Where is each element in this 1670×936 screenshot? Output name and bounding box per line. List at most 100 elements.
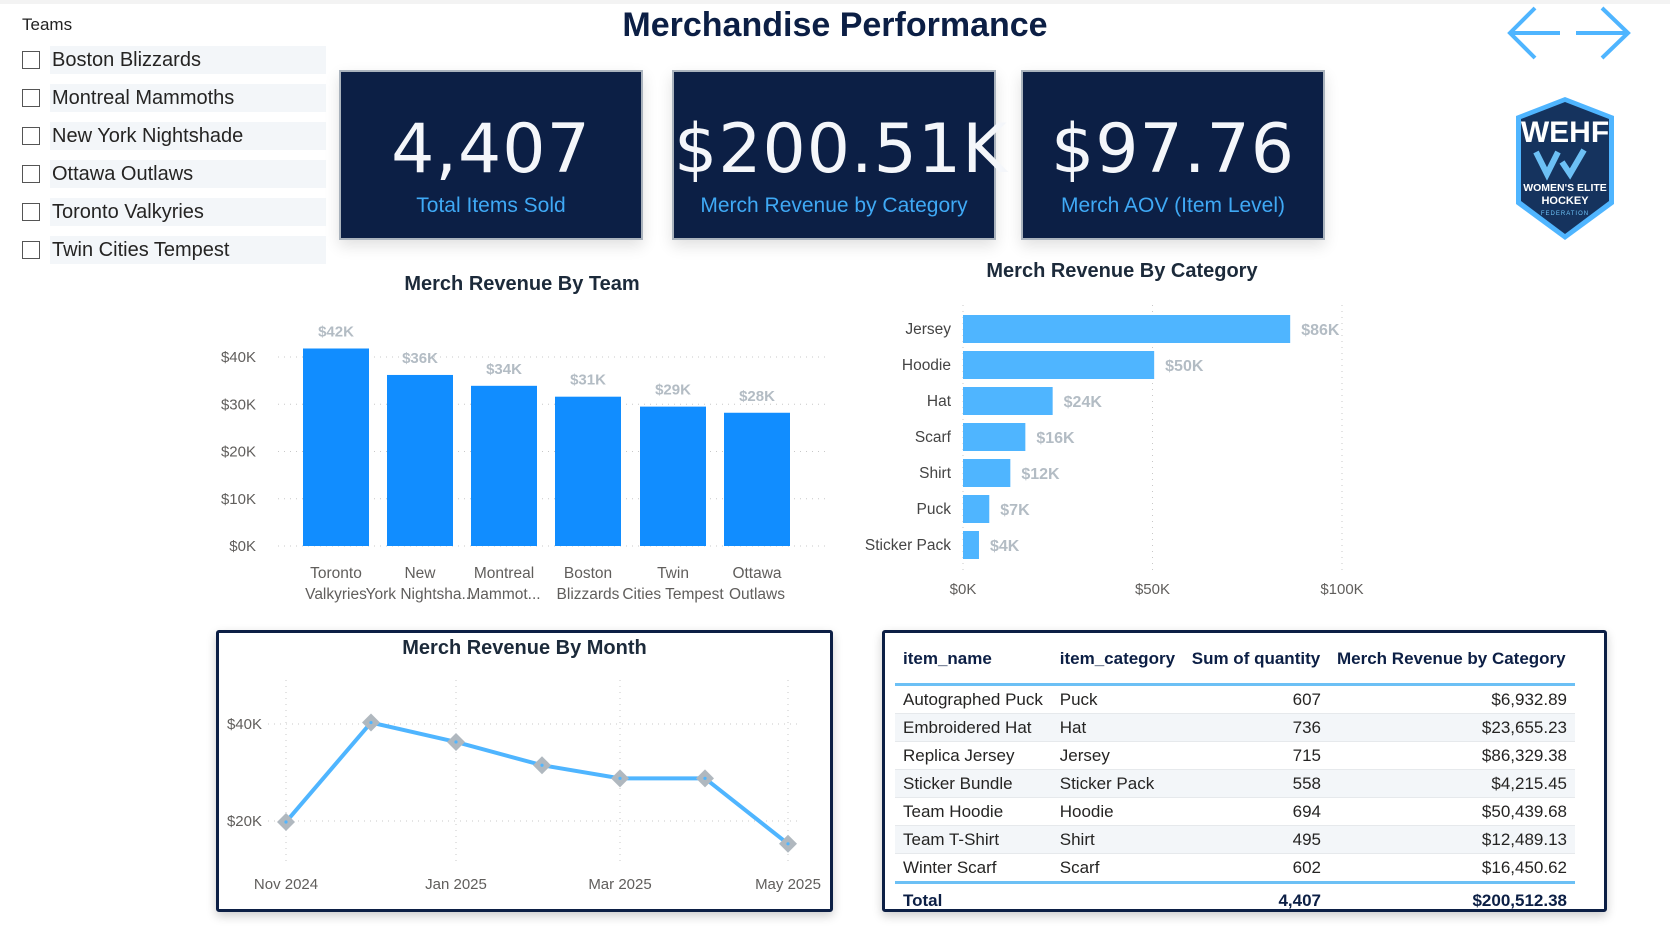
table-cell: $4,215.45: [1329, 769, 1575, 798]
total-cell: [1051, 881, 1184, 918]
arrow-left-icon[interactable]: [1505, 4, 1565, 62]
data-label: $86K: [1301, 322, 1340, 339]
x-tick-label: Boston: [564, 565, 612, 582]
data-label: $28K: [739, 388, 775, 405]
x-tick-label: $0K: [950, 581, 977, 598]
y-tick-label: $10K: [221, 491, 256, 508]
table-cell: Embroidered Hat: [895, 713, 1052, 742]
category-bar[interactable]: [963, 315, 1291, 343]
marker-dot: [540, 763, 544, 767]
y-tick-label: $20K: [227, 813, 262, 830]
data-label: $50K: [1165, 358, 1204, 375]
team-bar[interactable]: [555, 396, 621, 546]
checkbox[interactable]: [22, 89, 40, 107]
team-bar[interactable]: [387, 374, 453, 546]
slicer-item[interactable]: Boston Blizzards: [22, 46, 326, 74]
table-cell: Hoodie: [1051, 797, 1184, 826]
table-cell: Shirt: [1051, 825, 1184, 854]
page-title: Merchandise Performance: [622, 6, 1048, 44]
kpi-value: $200.51K: [674, 110, 1008, 189]
table-cell: Sticker Pack: [1051, 769, 1184, 798]
x-tick-label: Twin: [657, 565, 689, 582]
slicer-item-label: Toronto Valkyries: [50, 198, 326, 226]
month-chart-title: Merch Revenue By Month: [402, 637, 647, 659]
logo-line: FEDERATION: [1541, 211, 1589, 217]
category-bar[interactable]: [963, 531, 979, 559]
slicer-item[interactable]: Toronto Valkyries: [22, 198, 326, 226]
table-cell: Team T-Shirt: [895, 825, 1052, 854]
y-tick-label: $30K: [221, 396, 256, 413]
slicer-item-label: Boston Blizzards: [50, 46, 326, 74]
x-tick-label: York Nightsha...: [366, 586, 475, 603]
slicer-item-label: Montreal Mammoths: [50, 84, 326, 112]
table-row: Team Hoodie Hoodie 694 $50,439.68: [895, 797, 1575, 826]
table-cell: 715: [1183, 741, 1329, 770]
table-cell: 602: [1183, 853, 1329, 883]
category-bar[interactable]: [963, 459, 1011, 487]
y-tick-label: Shirt: [919, 465, 952, 482]
x-tick-label: Toronto: [310, 565, 362, 582]
team-bar[interactable]: [724, 412, 790, 546]
category-bar[interactable]: [963, 423, 1026, 451]
data-label: $7K: [1000, 502, 1030, 519]
x-tick-label: Jan 2025: [425, 876, 487, 893]
kpi-label: Merch Revenue by Category: [700, 194, 968, 217]
y-tick-label: $40K: [227, 716, 262, 733]
checkbox[interactable]: [22, 203, 40, 221]
x-tick-label: Montreal: [474, 565, 534, 582]
column-header[interactable]: item_name: [895, 635, 1052, 686]
kpi-label: Merch AOV (Item Level): [1060, 194, 1286, 217]
y-tick-label: Puck: [917, 501, 952, 518]
x-tick-label: Mammot...: [467, 586, 540, 603]
category-bar[interactable]: [963, 351, 1155, 379]
y-tick-label: Scarf: [915, 429, 952, 446]
merch-table: item_name item_category Sum of quantity Mer…: [895, 635, 1575, 918]
y-tick-label: Hat: [927, 393, 952, 410]
slicer-item-label: Ottawa Outlaws: [50, 160, 326, 188]
table-row: Autographed Puck Puck 607 $6,932.89: [895, 684, 1575, 714]
data-label: $24K: [1064, 394, 1103, 411]
arrow-right-icon[interactable]: [1572, 4, 1634, 62]
table-cell: Hat: [1051, 713, 1184, 742]
checkbox[interactable]: [22, 165, 40, 183]
slicer-item[interactable]: Montreal Mammoths: [22, 84, 326, 112]
table-cell: 607: [1183, 684, 1329, 714]
category-chart-title: Merch Revenue By Category: [986, 260, 1258, 282]
table-cell: Puck: [1051, 684, 1184, 714]
table-row: Replica Jersey Jersey 715 $86,329.38: [895, 741, 1575, 770]
slicer-item[interactable]: Ottawa Outlaws: [22, 160, 326, 188]
x-tick-label: Ottawa: [732, 565, 781, 582]
wehf-logo: WEHF WOMEN'S ELITE HOCKEY FEDERATION: [1516, 97, 1614, 240]
x-tick-label: Mar 2025: [588, 876, 651, 893]
slicer-item[interactable]: Twin Cities Tempest: [22, 236, 326, 264]
logo-line: HOCKEY: [1541, 195, 1589, 207]
kpi-value: $97.76: [1051, 110, 1295, 189]
table-cell: Replica Jersey: [895, 741, 1052, 770]
checkbox[interactable]: [22, 241, 40, 259]
kpi-card-merch-revenue: $200.51K Merch Revenue by Category: [672, 70, 1008, 240]
team-bar[interactable]: [640, 406, 706, 546]
slicer-item[interactable]: New York Nightshade: [22, 122, 326, 150]
table-cell: Autographed Puck: [895, 684, 1052, 714]
slicer-title: Teams: [22, 15, 73, 34]
x-tick-label: Nov 2024: [254, 876, 318, 893]
table-total-row: Total 4,407 $200,512.38: [895, 881, 1575, 918]
table-cell: $12,489.13: [1329, 825, 1575, 854]
category-bar[interactable]: [963, 495, 990, 523]
team-bar[interactable]: [471, 385, 537, 546]
data-label: $4K: [990, 538, 1020, 555]
checkbox[interactable]: [22, 127, 40, 145]
checkbox[interactable]: [22, 51, 40, 69]
x-tick-label: $100K: [1320, 581, 1363, 598]
slicer-item-label: Twin Cities Tempest: [50, 236, 326, 264]
data-label: $31K: [570, 372, 606, 389]
column-header[interactable]: item_category: [1051, 635, 1184, 686]
column-header[interactable]: Merch Revenue by Category: [1329, 635, 1575, 686]
column-header[interactable]: Sum of quantity: [1183, 635, 1329, 686]
category-bar[interactable]: [963, 387, 1053, 415]
y-tick-label: $0K: [229, 538, 256, 555]
merch-table-container: item_name item_category Sum of quantity Mer…: [882, 630, 1607, 918]
data-label: $36K: [402, 350, 438, 367]
team-bar[interactable]: [303, 348, 369, 546]
table-cell: 694: [1183, 797, 1329, 826]
